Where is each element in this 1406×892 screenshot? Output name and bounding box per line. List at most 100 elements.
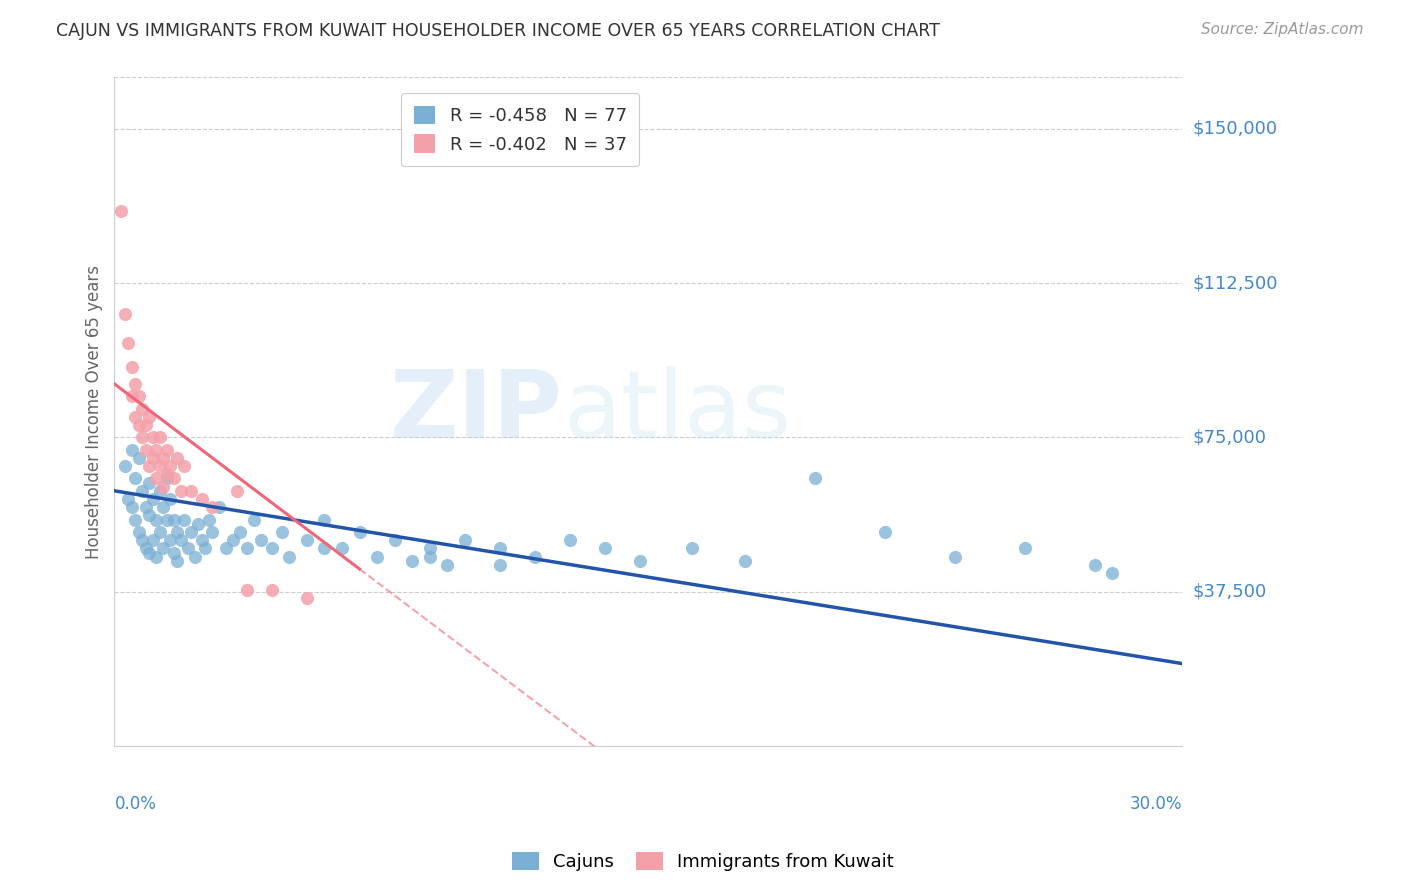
Point: [278, 549, 301, 564]
Point: [384, 533, 406, 548]
Point: [124, 376, 146, 391]
Text: 30.0%: 30.0%: [1130, 795, 1182, 814]
Point: [145, 471, 167, 485]
Y-axis label: Householder Income Over 65 years: Householder Income Over 65 years: [86, 265, 103, 558]
Text: atlas: atlas: [562, 366, 792, 458]
Point: [131, 430, 153, 444]
Point: [170, 533, 193, 548]
Point: [138, 459, 160, 474]
Point: [208, 500, 231, 515]
Point: [156, 442, 179, 457]
Point: [177, 541, 200, 556]
Point: [149, 483, 172, 498]
Point: [184, 549, 207, 564]
Point: [226, 483, 249, 498]
Point: [418, 549, 440, 564]
Point: [250, 533, 273, 548]
Point: [124, 513, 146, 527]
Point: [117, 335, 139, 350]
Point: [142, 491, 165, 506]
Point: [152, 500, 174, 515]
Point: [453, 533, 475, 548]
Point: [803, 471, 825, 485]
Point: [681, 541, 703, 556]
Point: [173, 459, 195, 474]
Point: [131, 483, 153, 498]
Point: [166, 524, 188, 539]
Legend: R = -0.458   N = 77, R = -0.402   N = 37: R = -0.458 N = 77, R = -0.402 N = 37: [401, 93, 640, 166]
Point: [191, 491, 214, 506]
Point: [135, 442, 157, 457]
Point: [271, 524, 294, 539]
Point: [873, 524, 896, 539]
Point: [198, 513, 221, 527]
Point: [131, 401, 153, 416]
Point: [229, 524, 252, 539]
Point: [117, 491, 139, 506]
Legend: Cajuns, Immigrants from Kuwait: Cajuns, Immigrants from Kuwait: [505, 845, 901, 879]
Point: [260, 541, 283, 556]
Point: [135, 500, 157, 515]
Point: [187, 516, 209, 531]
Point: [135, 417, 157, 432]
Point: [180, 524, 202, 539]
Point: [138, 409, 160, 424]
Point: [191, 533, 214, 548]
Point: [114, 459, 136, 474]
Point: [121, 442, 143, 457]
Point: [488, 558, 510, 572]
Point: [128, 389, 150, 403]
Point: [124, 471, 146, 485]
Point: [366, 549, 388, 564]
Point: [163, 513, 186, 527]
Point: [943, 549, 966, 564]
Point: [166, 554, 188, 568]
Point: [138, 545, 160, 559]
Point: [138, 475, 160, 490]
Point: [488, 541, 510, 556]
Point: [418, 541, 440, 556]
Point: [236, 582, 259, 597]
Point: [243, 513, 266, 527]
Point: [734, 554, 756, 568]
Point: [156, 471, 179, 485]
Point: [142, 533, 165, 548]
Point: [163, 471, 186, 485]
Point: [314, 513, 336, 527]
Point: [128, 524, 150, 539]
Point: [215, 541, 238, 556]
Point: [236, 541, 259, 556]
Point: [314, 541, 336, 556]
Point: [142, 430, 165, 444]
Point: [121, 500, 143, 515]
Point: [166, 450, 188, 465]
Point: [1101, 566, 1123, 580]
Point: [159, 533, 181, 548]
Point: [173, 513, 195, 527]
Point: [121, 360, 143, 375]
Point: [170, 483, 193, 498]
Point: [128, 450, 150, 465]
Point: [152, 450, 174, 465]
Point: [142, 450, 165, 465]
Point: [110, 204, 132, 219]
Point: [330, 541, 353, 556]
Point: [149, 430, 172, 444]
Point: [222, 533, 245, 548]
Point: [159, 459, 181, 474]
Point: [1014, 541, 1036, 556]
Point: [163, 545, 186, 559]
Point: [135, 541, 157, 556]
Point: [145, 442, 167, 457]
Point: [349, 524, 371, 539]
Point: [149, 459, 172, 474]
Text: 0.0%: 0.0%: [114, 795, 156, 814]
Point: [124, 409, 146, 424]
Point: [131, 533, 153, 548]
Point: [295, 533, 318, 548]
Point: [114, 307, 136, 321]
Point: [145, 513, 167, 527]
Point: [523, 549, 546, 564]
Text: $112,500: $112,500: [1192, 274, 1278, 292]
Point: [593, 541, 616, 556]
